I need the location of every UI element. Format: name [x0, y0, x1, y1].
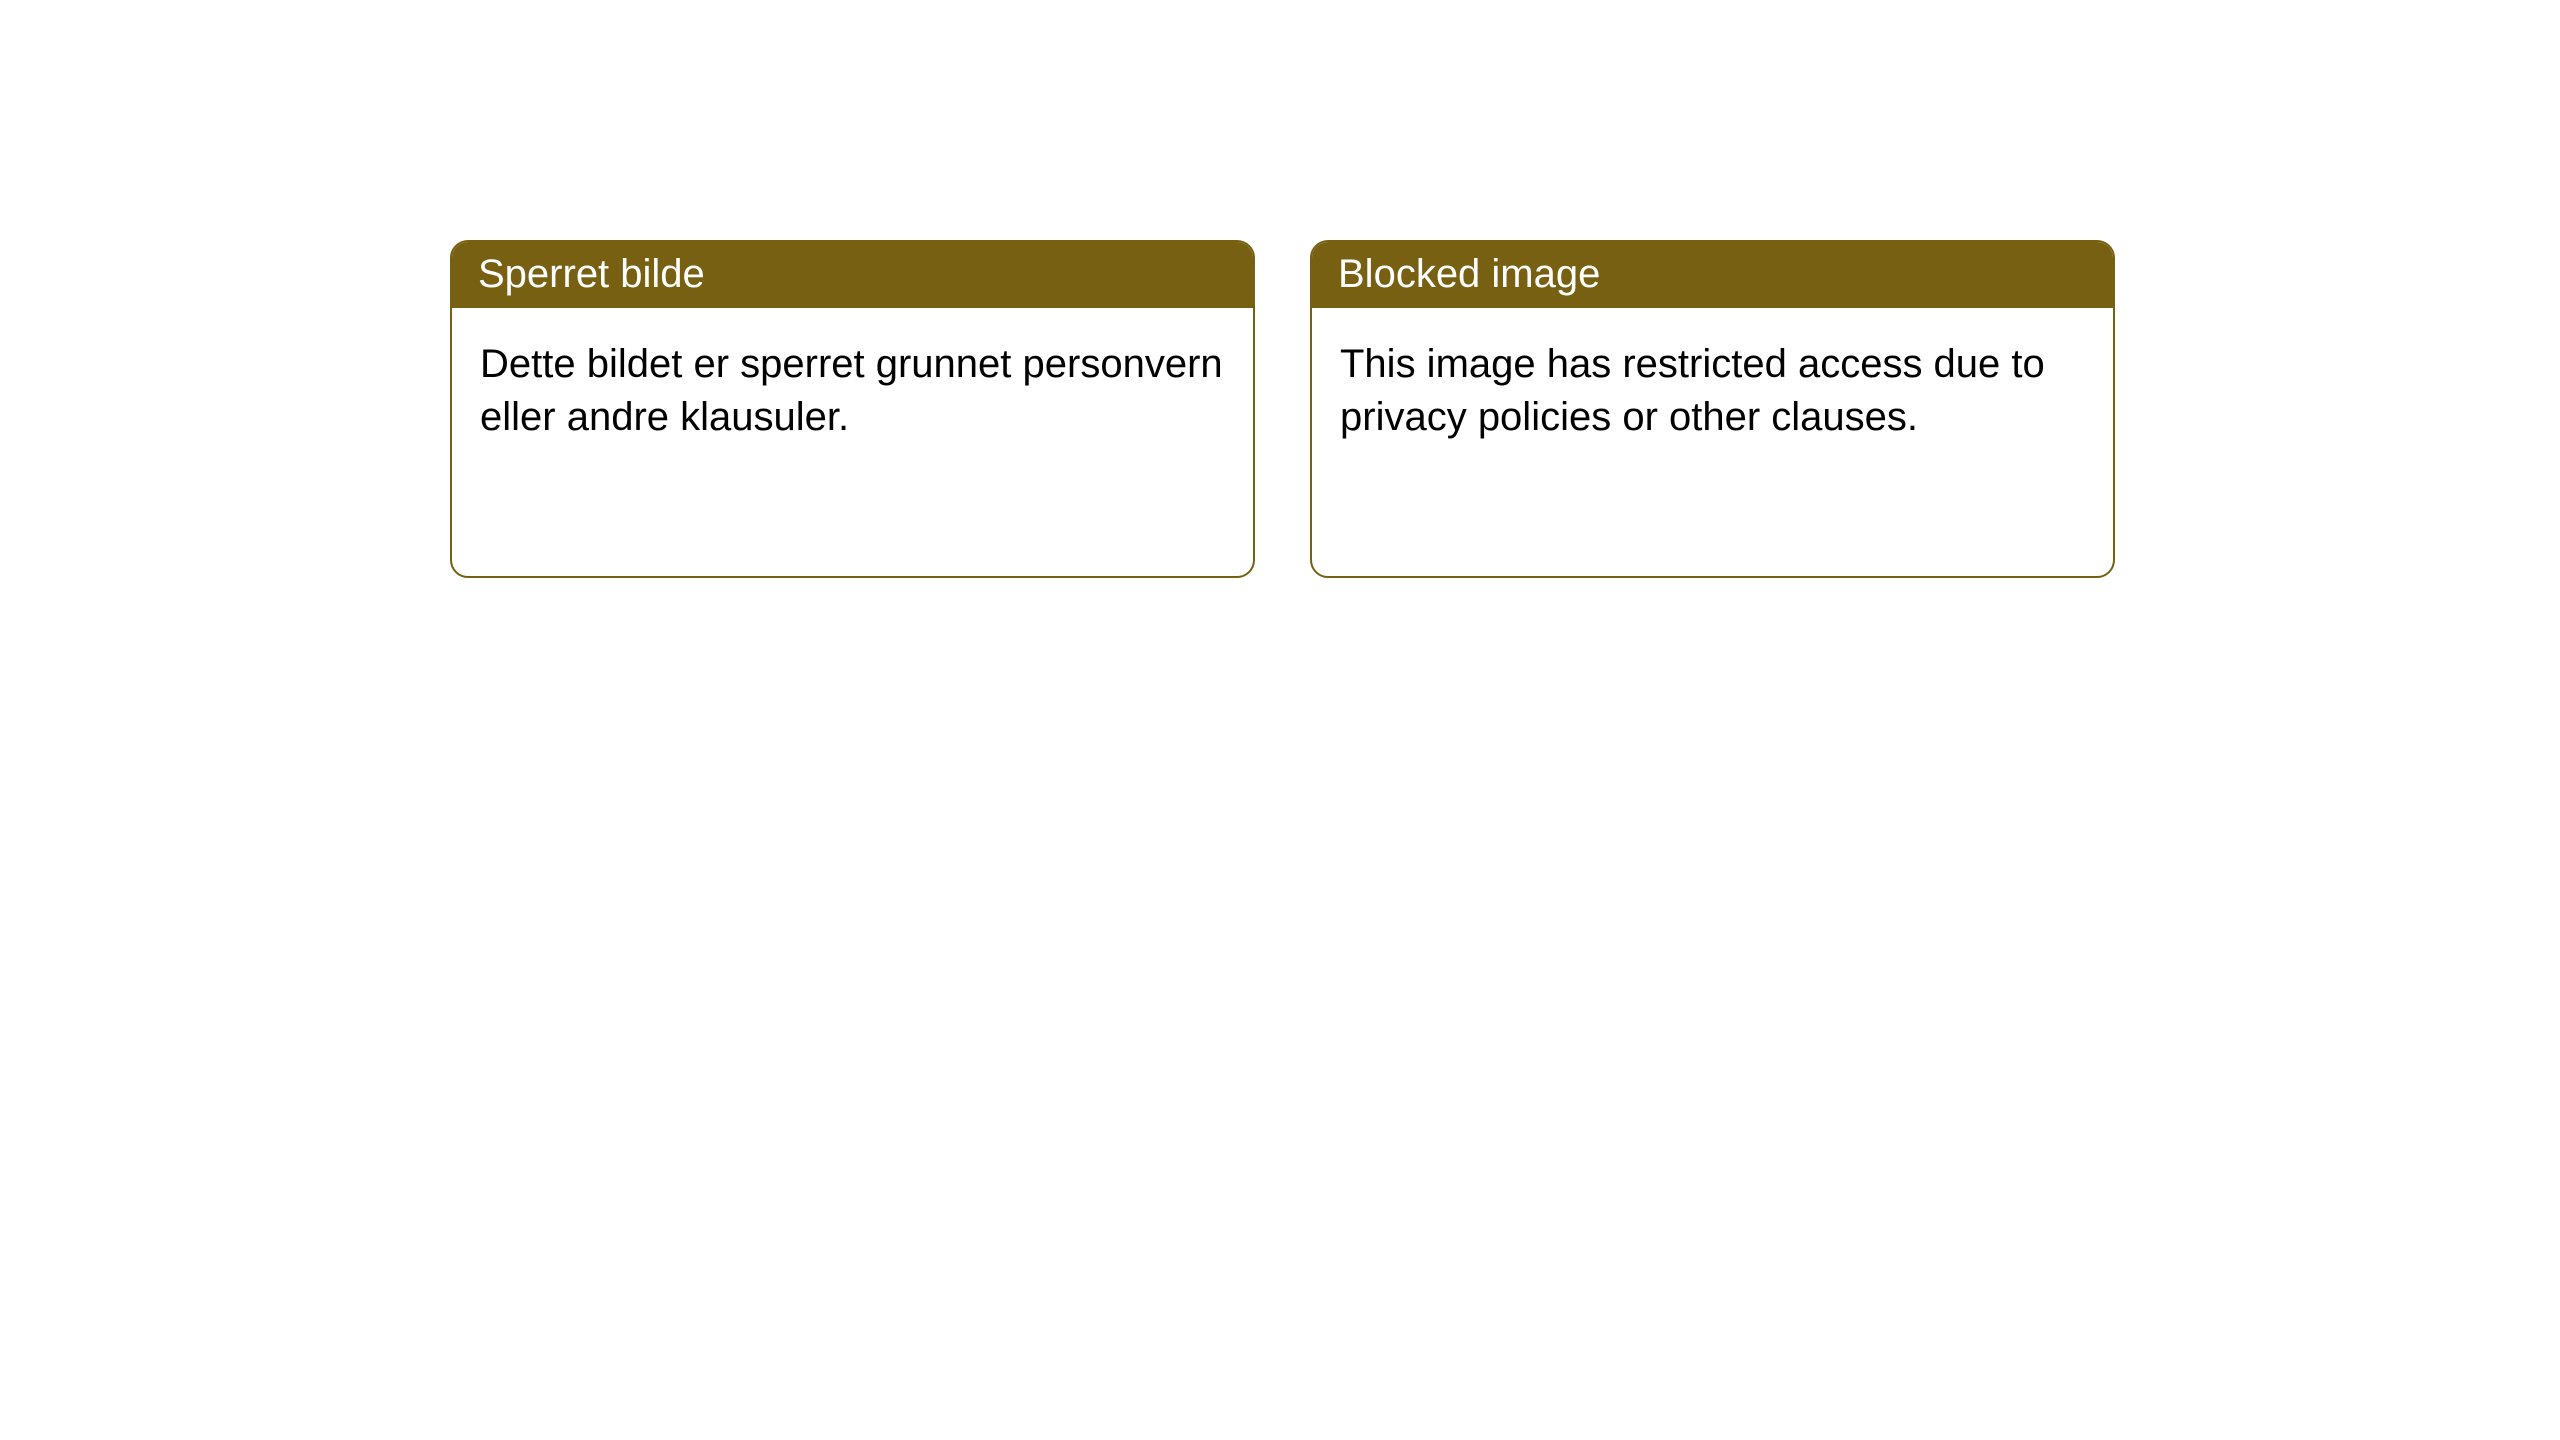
notice-header: Sperret bilde	[452, 242, 1253, 308]
notice-body: This image has restricted access due to …	[1312, 308, 2113, 474]
notice-card-english: Blocked image This image has restricted …	[1310, 240, 2115, 578]
notice-container: Sperret bilde Dette bildet er sperret gr…	[0, 0, 2560, 578]
notice-card-norwegian: Sperret bilde Dette bildet er sperret gr…	[450, 240, 1255, 578]
notice-body: Dette bildet er sperret grunnet personve…	[452, 308, 1253, 474]
notice-header: Blocked image	[1312, 242, 2113, 308]
